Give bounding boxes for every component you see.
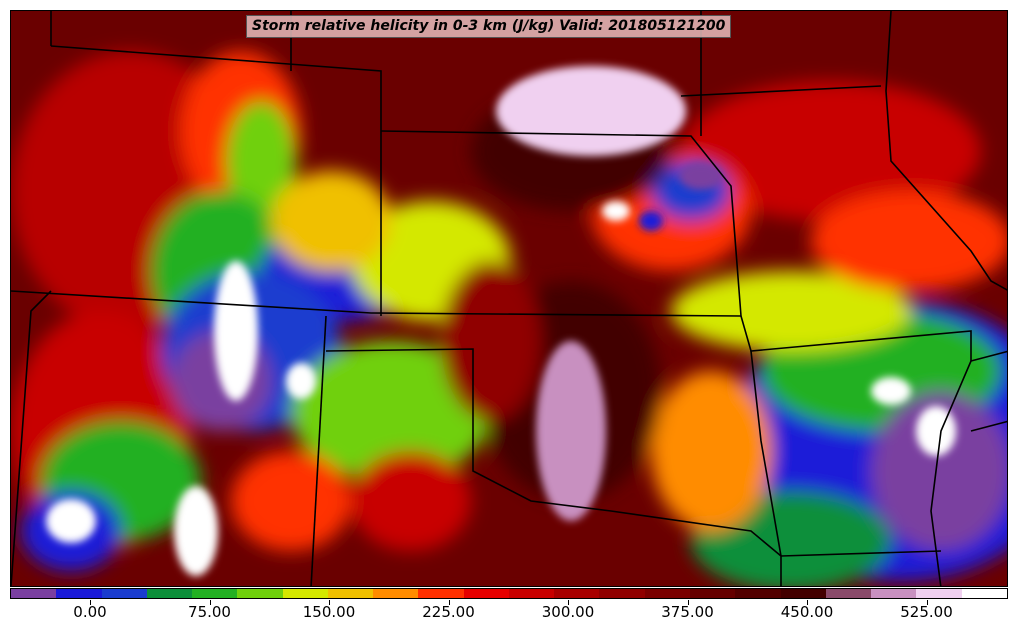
colorbar-tick-label: 75.00 xyxy=(188,603,231,621)
colorbar-swatch xyxy=(282,589,328,598)
colorbar-swatch xyxy=(192,589,238,598)
colorbar-tick xyxy=(926,600,928,605)
colorbar-swatch xyxy=(599,589,645,598)
colorbar-swatch xyxy=(56,589,102,598)
colorbar-tick-label: 450.00 xyxy=(780,603,834,621)
colorbar-tick-label: 150.00 xyxy=(302,603,356,621)
colorbar-swatch xyxy=(644,589,690,598)
colorbar-tick xyxy=(329,600,330,605)
colorbar-swatch xyxy=(418,589,464,598)
colorbar xyxy=(10,588,1008,599)
colorbar-swatch xyxy=(508,589,555,598)
colorbar-tick xyxy=(807,600,808,605)
colorbar-tick xyxy=(209,600,211,605)
colorbar-swatch xyxy=(735,589,781,598)
colorbar-swatch xyxy=(780,589,826,598)
colorbar-tick xyxy=(90,600,91,605)
colorbar-tick-label: 0.00 xyxy=(73,603,107,621)
colorbar-swatch xyxy=(101,589,147,598)
colorbar-tick xyxy=(568,600,569,605)
colorbar-swatch xyxy=(11,589,57,598)
map-panel xyxy=(10,10,1008,587)
map-title: Storm relative helicity in 0-3 km (J/kg)… xyxy=(246,15,732,38)
colorbar-swatch xyxy=(825,589,872,598)
colorbar-swatch xyxy=(871,589,917,598)
colorbar-tick-label: 525.00 xyxy=(900,603,953,621)
colorbar-swatch xyxy=(916,589,962,598)
colorbar-swatch xyxy=(237,589,283,598)
colorbar-swatch xyxy=(146,589,193,598)
colorbar-swatch xyxy=(327,589,374,598)
colorbar-tick xyxy=(448,600,450,605)
helicity-field-map xyxy=(11,11,1007,586)
colorbar-tick-label: 225.00 xyxy=(422,603,475,621)
colorbar-tick-label: 375.00 xyxy=(661,603,714,621)
colorbar-swatch xyxy=(689,589,736,598)
colorbar-tick xyxy=(687,600,689,605)
colorbar-swatch xyxy=(373,589,419,598)
colorbar-swatch xyxy=(554,589,600,598)
colorbar-swatch xyxy=(961,589,1007,598)
colorbar-tick-label: 300.00 xyxy=(541,603,595,621)
colorbar-swatch xyxy=(463,589,509,598)
